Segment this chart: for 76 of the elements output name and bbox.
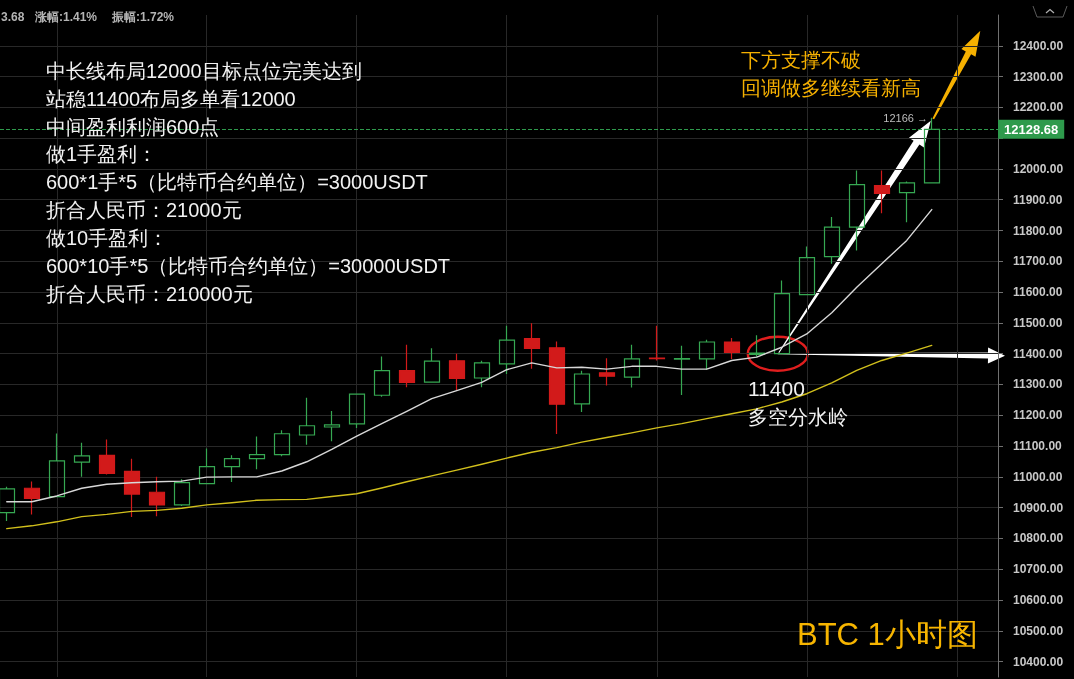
candlestick xyxy=(223,454,241,483)
annotation: 折合人民币：21000元 xyxy=(46,199,242,222)
annotation: 做10手盈利： xyxy=(46,227,169,250)
y-tick-label: 11400.00 xyxy=(1013,346,1063,361)
text: BTC 1小时图 xyxy=(797,617,978,652)
candlestick xyxy=(48,432,66,498)
ref-line-label: 12128.68 xyxy=(1004,121,1059,137)
candlestick xyxy=(773,279,791,355)
candlestick xyxy=(273,429,291,457)
y-tick-label: 12300.00 xyxy=(1013,69,1064,84)
annotation: 600*1手*5（比特币合约单位）=3000USDT xyxy=(46,171,428,194)
candlestick xyxy=(598,357,616,387)
candlestick xyxy=(323,410,341,442)
candlestick xyxy=(348,393,366,429)
y-tick-label: 10900.00 xyxy=(1013,500,1064,515)
candlestick xyxy=(123,458,141,518)
candlestick xyxy=(723,337,741,360)
y-tick-label: 11700.00 xyxy=(1013,254,1063,269)
candlestick xyxy=(673,345,691,396)
candlestick xyxy=(423,347,441,383)
annotation: 站稳11400布局多单看12000 xyxy=(46,87,296,110)
y-tick-label: 11600.00 xyxy=(1013,285,1063,300)
candlestick xyxy=(448,353,466,391)
annotation: 振幅:1.72% xyxy=(111,10,175,24)
candlestick xyxy=(473,360,491,388)
candlestick xyxy=(398,344,416,388)
candlestick xyxy=(498,325,516,375)
candlestick xyxy=(798,245,816,296)
annotation: 600*10手*5（比特币合约单位）=30000USDT xyxy=(46,255,451,277)
y-tick-label: 10400.00 xyxy=(1013,654,1064,669)
annotation: 做1手盈利： xyxy=(46,143,158,166)
candlestick xyxy=(573,370,591,413)
candlestick xyxy=(173,478,191,507)
candlestick xyxy=(248,435,266,470)
candlestick xyxy=(0,486,16,522)
annotation: 回调做多继续看新高 xyxy=(741,77,921,99)
annotation: 11400 xyxy=(748,376,805,400)
y-tick-label: 12400.00 xyxy=(1013,38,1064,53)
annotation: 中长线布局12000目标点位完美达到 xyxy=(46,59,362,82)
candlestick xyxy=(23,480,41,516)
candlestick xyxy=(98,439,116,475)
candlestick xyxy=(73,442,91,478)
annotation: 涨幅:1.41% xyxy=(34,10,98,24)
candlestick xyxy=(198,447,216,485)
candlestick xyxy=(523,322,541,370)
candlestick xyxy=(373,355,391,398)
line-series xyxy=(6,344,933,530)
annotation: 多空分水岭 xyxy=(748,406,848,428)
candlestick xyxy=(623,344,641,389)
y-tick-label: 11200.00 xyxy=(1013,408,1063,423)
y-tick-label: 11900.00 xyxy=(1013,192,1063,207)
candlestick xyxy=(148,476,166,517)
candlestick xyxy=(698,339,716,371)
candlestick xyxy=(848,169,866,252)
candlestick xyxy=(548,340,566,435)
candlestick xyxy=(873,169,891,214)
candlestick xyxy=(298,397,316,446)
y-tick-label: 11300.00 xyxy=(1013,377,1063,392)
candlestick xyxy=(823,216,841,265)
candlestick xyxy=(898,180,916,223)
annotation: 下方支撑不破 xyxy=(741,49,861,71)
y-tick-label: 11000.00 xyxy=(1013,469,1063,484)
candlestick xyxy=(748,334,766,358)
annotation: 3.68 xyxy=(1,10,25,24)
y-tick-label: 11500.00 xyxy=(1013,315,1063,330)
y-tick-label: 12000.00 xyxy=(1013,161,1064,176)
y-tick-label: 10700.00 xyxy=(1013,562,1064,577)
candlestick xyxy=(648,325,666,362)
y-tick-label: 12200.00 xyxy=(1013,100,1064,115)
annotation: 12166 → xyxy=(883,112,928,124)
annotation: 折合人民币：210000元 xyxy=(46,282,253,305)
y-tick-label: 11100.00 xyxy=(1013,439,1063,454)
y-tick-label: 11800.00 xyxy=(1013,223,1063,238)
y-tick-label: 10500.00 xyxy=(1013,623,1064,638)
y-tick-label: 10600.00 xyxy=(1013,593,1064,608)
y-tick-label: 10800.00 xyxy=(1013,531,1064,546)
